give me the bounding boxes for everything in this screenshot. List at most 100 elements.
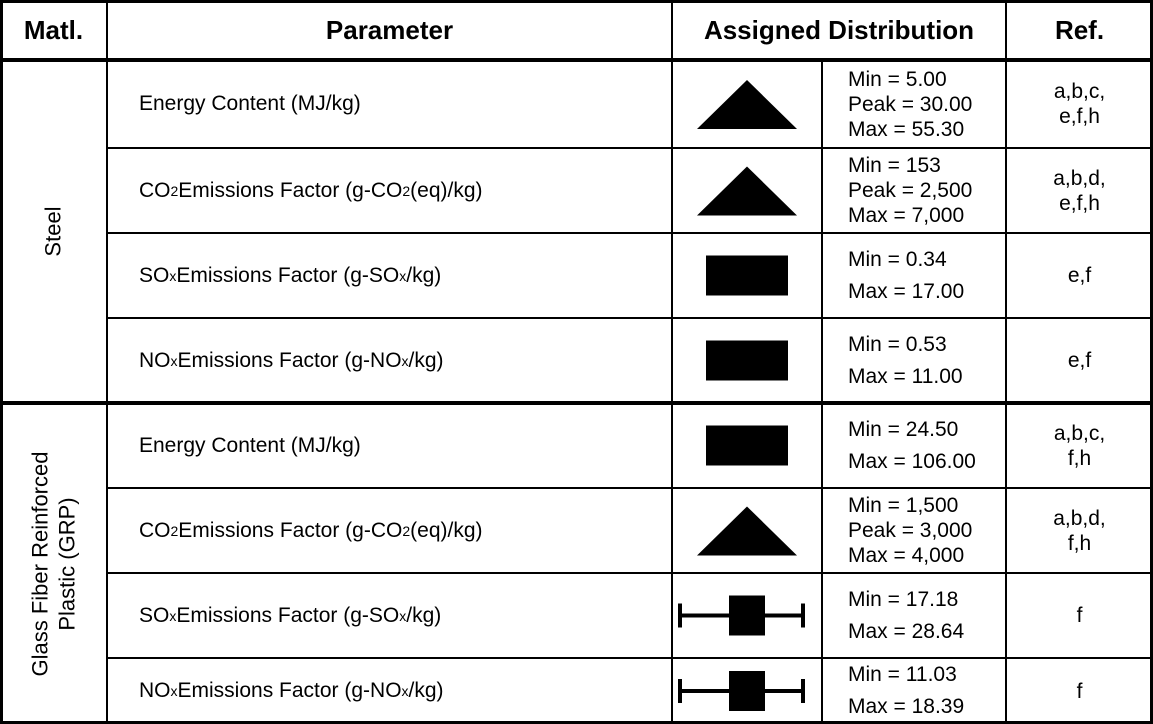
material-cell: Steel <box>0 60 107 403</box>
distribution-values-cell: Min = 1,500 Peak = 3,000 Max = 4,000 <box>822 488 1006 573</box>
rule <box>106 0 108 724</box>
rule <box>671 0 673 724</box>
header-text: Assigned Distribution <box>703 14 975 45</box>
shape-part <box>706 425 788 466</box>
distribution-values-cell: Min = 11.03 Max = 18.39 <box>822 658 1006 724</box>
distribution-values-cell: Min = 0.53 Max = 11.00 <box>822 318 1006 403</box>
parameter-text: (eq)/kg) <box>410 518 483 542</box>
material-cell: Glass Fiber Reinforced Plastic (GRP) <box>0 403 107 724</box>
ref-cell: a,b,d, e,f,h <box>1006 148 1153 233</box>
distribution-value: Max = 11.00 <box>848 364 963 388</box>
distribution-value: Max = 55.30 <box>848 117 965 141</box>
ref-text: f <box>1076 679 1083 703</box>
material-line: Steel <box>41 206 66 257</box>
ref-text: a,b,d, <box>1053 506 1106 530</box>
shape-part <box>697 80 797 129</box>
ref-cell: e,f <box>1006 318 1153 403</box>
rule <box>107 232 1153 234</box>
shape-part <box>729 595 765 636</box>
distribution-value: Max = 28.64 <box>848 619 965 643</box>
parameter-cell: SO x Emissions Factor (g-SO x/kg) <box>139 263 442 287</box>
parameter-text: Emissions Factor (g-NO <box>177 679 402 702</box>
shape-part <box>729 671 765 711</box>
rule <box>0 0 1153 3</box>
distribution-value: Min = 17.18 <box>848 587 959 611</box>
parameter-cell: NO x Emissions Factor (g-NO x/kg) <box>139 348 444 372</box>
distribution-value: Min = 11.03 <box>848 663 957 686</box>
ref-text: a,b,c, <box>1053 80 1106 103</box>
parameter-text: Energy Content (MJ/kg) <box>139 433 361 457</box>
distribution-value: Min = 0.53 <box>848 332 947 356</box>
material-label: Glass Fiber Reinforced Plastic (GRP) <box>27 451 81 676</box>
parameter-text: /kg) <box>406 603 442 627</box>
distribution-values-cell: Min = 17.18 Max = 28.64 <box>822 573 1006 658</box>
parameter-text: SO <box>139 603 170 627</box>
distribution-shape-cell <box>672 60 822 148</box>
distribution-icon <box>697 506 797 556</box>
distribution-value: Peak = 3,000 <box>848 519 973 542</box>
distribution-value: Peak = 30.00 <box>848 92 973 116</box>
parameter-text: Energy Content (MJ/kg) <box>139 92 361 115</box>
ref-cell: f <box>1006 658 1153 724</box>
distribution-value: Max = 4,000 <box>848 544 965 567</box>
parameter-cell: Energy Content (MJ/kg) <box>107 60 672 148</box>
distribution-value: Min = 0.34 <box>848 247 947 271</box>
distribution-value: Min = 153 <box>848 154 941 177</box>
distribution-icon <box>697 166 797 216</box>
rule <box>107 572 1153 574</box>
header-cell: Matl. <box>0 0 107 60</box>
header-text: Parameter <box>325 14 454 45</box>
material-line: Glass Fiber Reinforced <box>27 451 53 676</box>
distribution-shape-cell <box>672 658 822 724</box>
rule <box>107 487 1153 489</box>
ref-cell: e,f <box>1006 233 1153 318</box>
rule <box>0 401 1153 405</box>
parameter-text: (eq)/kg) <box>410 178 483 202</box>
parameter-text: NO <box>139 348 171 372</box>
ref-text: e,f,h <box>1059 191 1100 215</box>
parameter-text: Emissions Factor (g-NO <box>177 348 402 372</box>
ref-cell: a,b,d, f,h <box>1006 488 1153 573</box>
ref-text: a,b,c, <box>1053 421 1106 445</box>
ref-text: e,f,h <box>1059 105 1100 128</box>
distribution-value: Max = 17.00 <box>848 279 965 303</box>
distribution-icon <box>678 595 805 636</box>
shape-part <box>697 506 797 556</box>
parameter-text: /kg) <box>408 679 444 702</box>
ref-text: f,h <box>1067 446 1092 470</box>
shape-part <box>706 340 788 381</box>
ref-cell: a,b,c, f,h <box>1006 403 1153 488</box>
header-text: Ref. <box>1054 14 1105 45</box>
parameter-text: Emissions Factor (g-CO <box>178 518 403 542</box>
distribution-values-cell: Min = 153 Peak = 2,500 Max = 7,000 <box>822 148 1006 233</box>
header-cell: Ref. <box>1006 0 1153 60</box>
parameter-cell: CO 2 Emissions Factor (g-CO 2 (eq)/kg) <box>139 518 483 542</box>
material-line: Plastic (GRP) <box>54 496 80 631</box>
ref-cell: f <box>1006 573 1153 658</box>
rule <box>821 60 823 724</box>
distribution-shape-cell <box>672 403 822 488</box>
distribution-shape-cell <box>672 573 822 658</box>
ref-text: e,f <box>1067 264 1092 287</box>
parameter-text: /kg) <box>408 348 444 372</box>
rule <box>107 147 1153 149</box>
parameter-text: Emissions Factor (g-SO <box>176 263 400 287</box>
parameter-text: CO <box>139 518 171 542</box>
parameter-text: SO <box>139 263 170 287</box>
distribution-value: Max = 7,000 <box>848 204 965 227</box>
distribution-value: Peak = 2,500 <box>848 179 973 202</box>
distribution-shape-cell <box>672 148 822 233</box>
ref-cell: a,b,c, e,f,h <box>1006 60 1153 148</box>
distribution-value: Max = 106.00 <box>848 449 976 473</box>
ref-text: e,f <box>1067 349 1092 372</box>
rule <box>107 657 1153 659</box>
parameter-cell: Energy Content (MJ/kg) <box>107 403 672 488</box>
distribution-value: Max = 18.39 <box>848 695 965 718</box>
distribution-value: Min = 24.50 <box>848 417 959 441</box>
parameter-text: NO <box>139 679 171 702</box>
distribution-values-cell: Min = 0.34 Max = 17.00 <box>822 233 1006 318</box>
distribution-icon <box>678 671 805 711</box>
distribution-shape-cell <box>672 488 822 573</box>
parameter-text: CO <box>139 178 171 202</box>
